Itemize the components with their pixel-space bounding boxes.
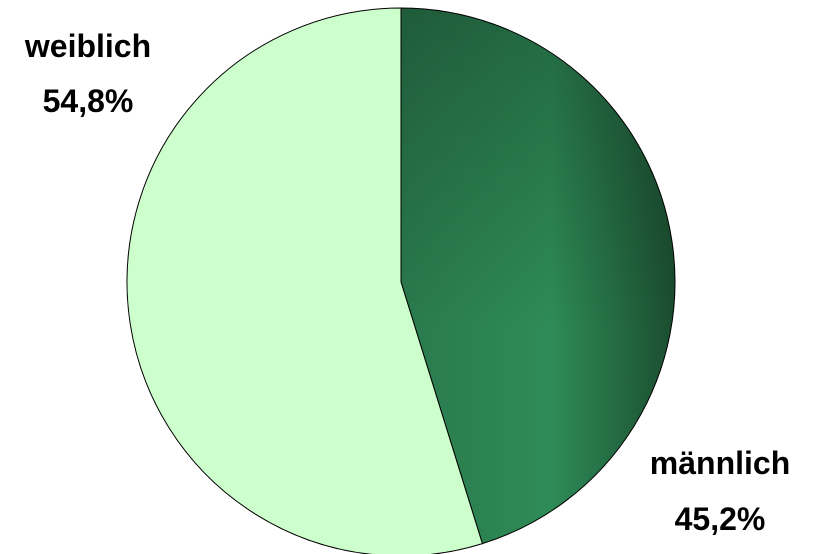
pie-slice-shading (401, 8, 675, 544)
slice-value-maennlich: 45,2% (675, 501, 766, 537)
pie-slice-weiblich (126, 7, 484, 554)
slice-value-weiblich: 54,8% (43, 83, 134, 119)
slice-label-weiblich: weiblich (24, 28, 151, 64)
pie-slices (126, 7, 676, 554)
slice-label-maennlich: männlich (650, 445, 790, 481)
pie-labels: weiblich 54,8% männlich 45,2% (24, 28, 790, 537)
